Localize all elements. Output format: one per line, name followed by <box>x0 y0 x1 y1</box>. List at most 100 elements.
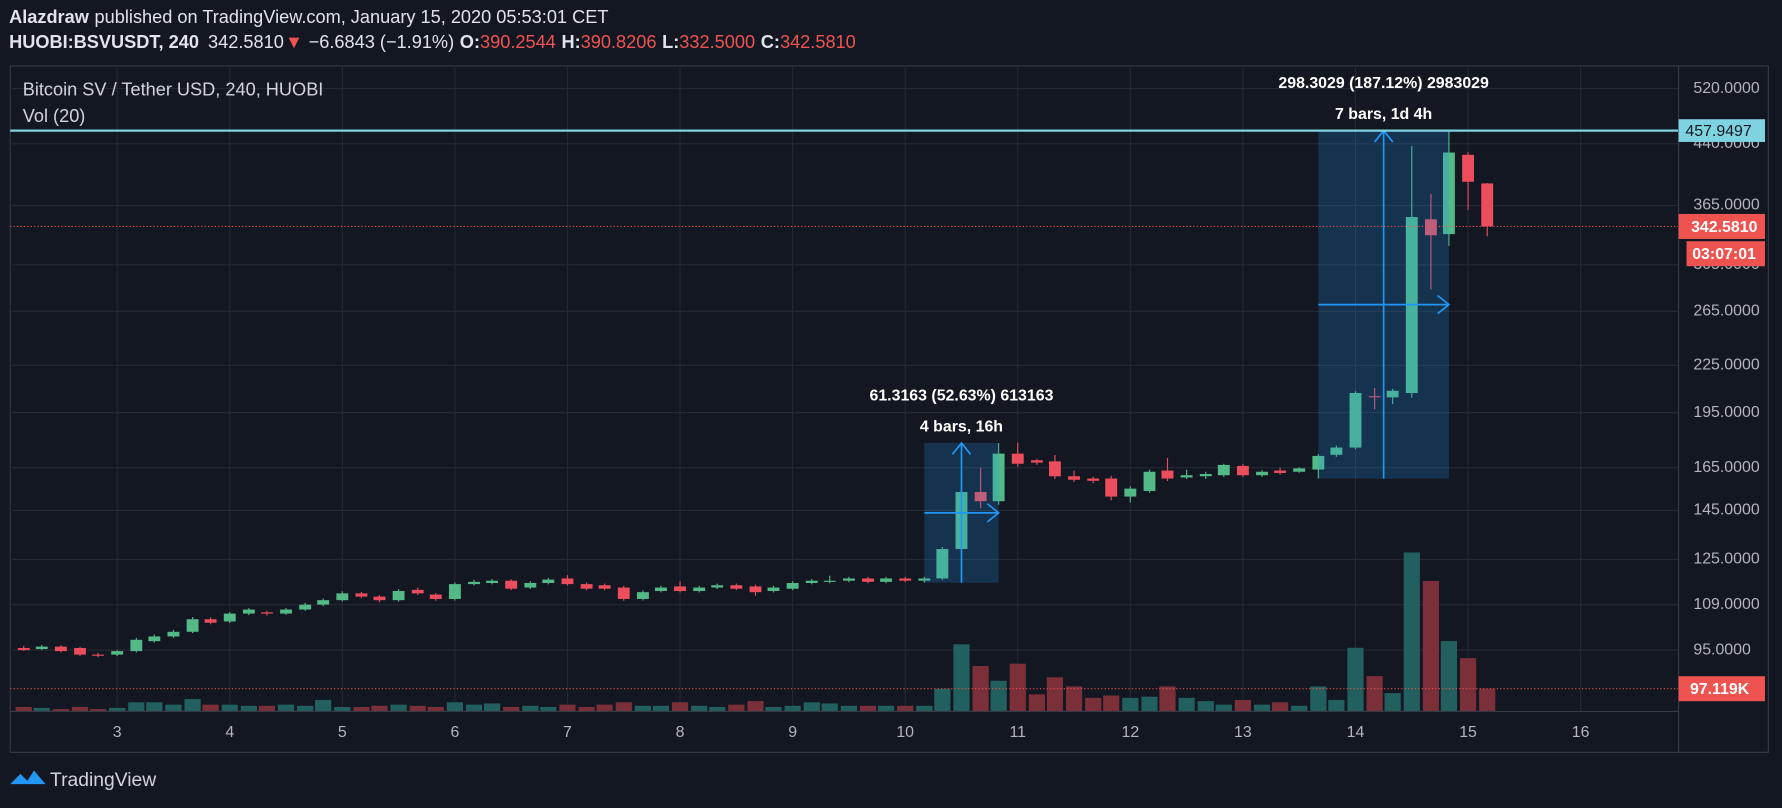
volume-bar <box>691 705 708 712</box>
candle-body <box>674 586 686 592</box>
candle-body <box>1199 474 1212 477</box>
volume-bar <box>409 705 426 712</box>
volume-pane <box>15 552 1496 712</box>
volume-bar <box>483 703 501 712</box>
low: 332.5000 <box>679 32 755 52</box>
volume-bar <box>1141 696 1158 712</box>
candle-body <box>411 589 424 594</box>
axes: 95.0000 109.0000 125.0000 145.0000 165.0000 1… <box>113 80 1760 741</box>
volume-bar <box>277 704 295 712</box>
volume-bar <box>165 704 182 712</box>
measure-arrow <box>924 503 1000 523</box>
volume-bar <box>353 706 370 712</box>
candle-body <box>486 580 498 583</box>
volume-bar <box>1065 686 1083 712</box>
volume-bar <box>784 705 801 712</box>
candle-body <box>1068 476 1080 480</box>
x-tick-label: 11 <box>1010 724 1027 741</box>
volume-bar <box>1085 697 1102 712</box>
candle-body <box>1143 471 1156 491</box>
volume-bar <box>297 705 314 712</box>
measure-label: 298.3029 (187.12%) 2983029 <box>1278 75 1489 92</box>
candle-body <box>1312 455 1325 470</box>
volume-bar <box>146 702 163 712</box>
volume-bar <box>1384 693 1401 712</box>
candle-body <box>299 604 312 610</box>
volume-bar <box>1234 699 1252 712</box>
y-tick-label: 265.0000 <box>1693 302 1759 319</box>
volume-bar <box>728 704 745 712</box>
y-tick-label: 145.0000 <box>1693 502 1759 519</box>
brand-logo <box>10 770 46 785</box>
candle-body <box>130 639 143 652</box>
volume-bar <box>1103 695 1120 712</box>
candle-body <box>862 578 874 582</box>
candle-body <box>842 578 855 581</box>
volume-bar <box>916 705 933 712</box>
volume-bar <box>972 666 989 712</box>
volume-bar <box>709 706 726 712</box>
volume-bar <box>540 706 557 712</box>
candle-body <box>1386 390 1399 398</box>
volume-bar <box>240 705 257 712</box>
y-tick-label: 520.0000 <box>1693 80 1759 97</box>
volume-bar <box>334 706 351 712</box>
symbol: HUOBI:BSVUSDT, 240 <box>9 32 199 52</box>
high: 390.8206 <box>581 32 657 52</box>
candle-body <box>204 619 217 623</box>
candle-body <box>429 594 442 599</box>
volume-bar <box>1328 699 1345 712</box>
candle-body <box>730 585 743 589</box>
candle-body <box>1180 475 1193 478</box>
volume-bar <box>1347 647 1364 712</box>
x-tick-label: 14 <box>1347 724 1365 741</box>
last-price-label: 342.5810 <box>1691 219 1757 236</box>
annotations: 61.3163 (52.63%) 613163 4 bars, 16h 298.30… <box>10 75 1679 690</box>
volume-bar <box>202 704 219 712</box>
volume-bar <box>258 705 276 712</box>
volume-bar <box>465 704 483 712</box>
x-tick-label: 9 <box>788 724 797 741</box>
price-tags: 457.9497 342.5810 03:07:01 97.119K <box>1678 119 1765 702</box>
change: −6.6843 (−1.91%) <box>309 32 454 52</box>
candle-body <box>1293 468 1306 472</box>
y-tick-label: 109.0000 <box>1693 596 1759 613</box>
volume-bar <box>427 706 444 712</box>
volume-bar <box>315 699 332 712</box>
volume-bar <box>990 680 1007 712</box>
close: 342.5810 <box>780 32 856 52</box>
last: 342.5810 <box>208 32 284 52</box>
candle-body <box>1462 154 1475 182</box>
candle-body <box>1442 152 1455 235</box>
volume-tag <box>1678 676 1765 702</box>
volume-bar <box>1422 580 1440 712</box>
volume-bar <box>109 707 126 712</box>
x-tick-label: 12 <box>1121 724 1139 741</box>
volume-bar <box>1009 663 1026 712</box>
volume-bar <box>71 706 89 712</box>
candle-body <box>74 647 86 655</box>
candle-body <box>355 593 368 597</box>
candle-body <box>468 581 480 585</box>
volume-bar <box>1215 704 1232 712</box>
publish-line: Alazdraw published on TradingView.com, Ja… <box>9 7 608 27</box>
y-tick-label: 195.0000 <box>1693 404 1759 421</box>
candle-body <box>186 619 199 632</box>
h-label: H: <box>561 32 580 52</box>
volume-bar <box>934 688 951 712</box>
candle-body <box>336 593 349 601</box>
c-label: C: <box>761 32 780 52</box>
countdown-label: 03:07:01 <box>1692 246 1756 263</box>
candle-body <box>636 592 649 599</box>
candle-body <box>992 453 1005 502</box>
x-tick-label: 3 <box>113 724 122 741</box>
candle-body <box>1030 460 1043 463</box>
candle-body <box>805 580 818 583</box>
y-tick-label: 95.0000 <box>1693 641 1751 658</box>
candle-body <box>693 587 706 592</box>
volume-bar <box>390 704 407 712</box>
candle-body <box>1087 478 1100 481</box>
candle-body <box>111 651 124 655</box>
candle-body <box>974 492 987 502</box>
volume-bar <box>840 705 858 712</box>
